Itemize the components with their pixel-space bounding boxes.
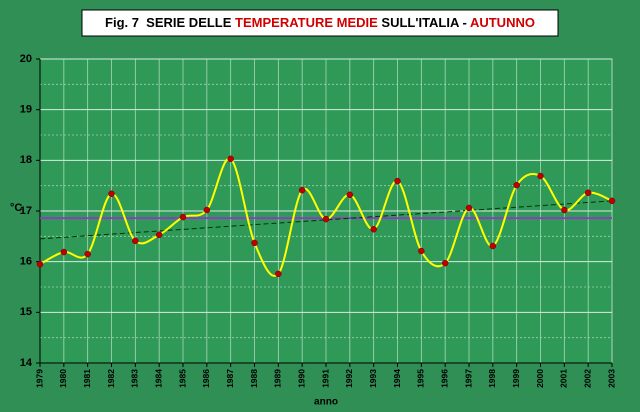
x-tick-label: 2001 xyxy=(559,369,569,388)
data-point xyxy=(537,172,544,180)
x-tick-label: 1997 xyxy=(463,369,473,388)
data-point xyxy=(561,206,568,214)
x-tick-label: 1986 xyxy=(201,369,211,388)
y-tick-label: 20 xyxy=(20,53,32,65)
y-tick-label: 15 xyxy=(20,306,32,318)
title-box xyxy=(81,9,559,37)
x-tick-label: 1999 xyxy=(511,369,521,388)
x-tick-label: 1994 xyxy=(392,369,402,388)
data-point xyxy=(155,231,163,239)
data-point xyxy=(584,189,592,197)
x-tick-label: 2002 xyxy=(582,369,592,388)
y-tick-label: 17 xyxy=(20,205,32,217)
title-part: AUTUNNO xyxy=(470,15,535,30)
y-tick-label: 16 xyxy=(20,256,32,268)
x-tick-label: 1991 xyxy=(320,369,330,388)
data-point xyxy=(418,247,425,255)
x-tick-label: 1992 xyxy=(344,369,354,388)
data-point xyxy=(84,250,91,258)
x-tick-label: 1981 xyxy=(82,369,92,388)
data-point xyxy=(346,191,354,199)
x-tick-label: 1995 xyxy=(416,369,426,388)
x-tick-label: 1980 xyxy=(58,369,68,388)
data-point xyxy=(203,206,211,214)
data-point xyxy=(465,204,473,212)
x-tick-label: 2003 xyxy=(606,369,616,388)
y-tick-label: 18 xyxy=(20,154,32,166)
x-tick-label: 1983 xyxy=(130,369,140,388)
x-tick-label: 1989 xyxy=(273,369,283,388)
x-tick-label: 1998 xyxy=(487,369,497,388)
data-point xyxy=(489,242,497,250)
x-tick-label: 1996 xyxy=(439,369,449,388)
x-tick-label: 1990 xyxy=(296,369,306,388)
data-point xyxy=(394,177,401,185)
x-tick-label: 1984 xyxy=(153,369,163,388)
title-part: Fig. 7 SERIE DELLE xyxy=(105,15,235,30)
data-point xyxy=(370,225,377,233)
data-point xyxy=(60,248,68,256)
data-point xyxy=(608,197,616,205)
data-point xyxy=(251,239,258,247)
x-tick-label: 1985 xyxy=(177,369,187,388)
data-point xyxy=(322,215,330,223)
data-point xyxy=(132,237,139,245)
x-tick-label: 1982 xyxy=(106,369,116,388)
data-point xyxy=(227,155,234,163)
y-tick-label: 14 xyxy=(20,357,33,369)
x-tick-label: 1988 xyxy=(249,369,259,388)
data-point xyxy=(298,186,306,194)
x-tick-label: 2000 xyxy=(535,369,545,388)
y-tick-label: 19 xyxy=(20,104,32,116)
title-part: TEMPERATURE MEDIE xyxy=(235,15,378,30)
x-tick-label: 1979 xyxy=(34,369,44,388)
data-point xyxy=(513,181,520,189)
x-axis-label: anno xyxy=(314,397,338,408)
data-point xyxy=(179,213,187,221)
data-point xyxy=(36,260,44,268)
data-point xyxy=(108,190,115,198)
title-part: SULL'ITALIA - xyxy=(378,15,470,30)
x-tick-label: 1993 xyxy=(368,369,378,388)
data-point xyxy=(275,270,282,278)
chart-title: Fig. 7 SERIE DELLE TEMPERATURE MEDIE SUL… xyxy=(105,15,535,30)
x-tick-label: 1987 xyxy=(225,369,235,388)
data-point xyxy=(441,259,449,267)
y-axis-label: °C xyxy=(10,202,22,214)
